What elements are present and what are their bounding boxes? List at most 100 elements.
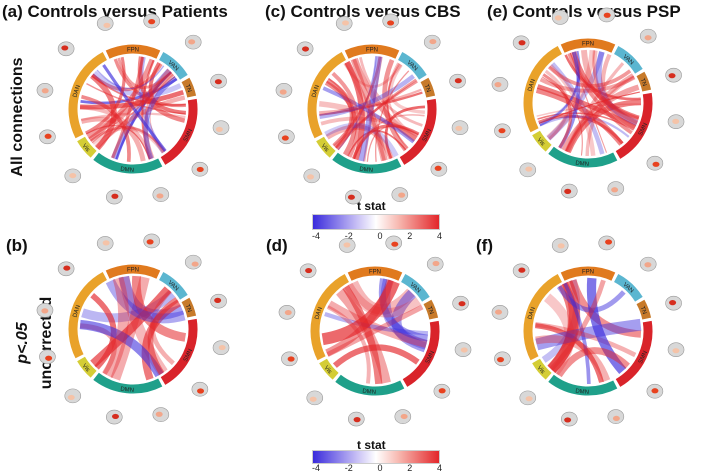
brain-activation-icon [644, 262, 652, 268]
network-label-tn: TN [426, 306, 434, 316]
network-label-dmn: DMN [362, 389, 376, 396]
network-label-fpn: FPN [366, 48, 378, 54]
connection-chord [389, 63, 426, 114]
brain-activation-icon [612, 415, 620, 422]
network-arc-dmn [548, 146, 618, 168]
network-label-dmn: DMN [120, 387, 134, 394]
panel-b-label: (b) [6, 236, 28, 255]
brain-activation-icon [603, 12, 611, 18]
connection-chord [149, 73, 174, 153]
network-label-tn: TN [639, 306, 647, 316]
connection-chord [137, 56, 186, 123]
connection-chord [144, 68, 170, 159]
colorbar-tick: 4 [436, 231, 442, 241]
network-arc-dan [310, 274, 350, 361]
connection-chord [326, 304, 424, 357]
connection-chord [550, 62, 605, 155]
connection-chord [336, 288, 391, 384]
panel-a-title: Controls versus Patients [27, 2, 228, 21]
brain-activation-icon [309, 396, 317, 402]
network-arc-fpn [347, 266, 403, 281]
connection-chord [352, 57, 417, 143]
brain-activation-icon [460, 347, 468, 353]
network-arc-dmn [93, 152, 163, 174]
connection-chord [324, 122, 399, 158]
brain-activation-icon [102, 240, 110, 246]
connection-chord [342, 284, 383, 385]
network-label-dmn: DMN [575, 161, 589, 168]
connection-chord [327, 300, 428, 348]
network-arc-tn [181, 77, 197, 98]
network-label-vis: Vis [81, 143, 91, 153]
network-arc-dmn [93, 372, 163, 394]
network-label-dan: DAN [527, 306, 537, 320]
network-arc-dan [307, 52, 347, 139]
network-arc-vis [316, 136, 336, 158]
colorbar-bottom-ticks: -4 -2 0 2 4 [312, 463, 442, 473]
brain-activation-icon [287, 356, 295, 362]
network-label-fpn: FPN [127, 48, 139, 54]
network-label-tn: TN [639, 78, 647, 88]
brain-activation-icon [429, 38, 437, 45]
connection-chord [535, 87, 624, 146]
brain-activation-icon [196, 166, 204, 173]
brain-activation-icon [672, 118, 680, 124]
brain-activation-icon [61, 45, 69, 51]
brain-activation-icon [518, 267, 526, 273]
connection-chord [102, 276, 129, 379]
brain-activation-icon [554, 15, 562, 21]
brain-activation-icon [111, 193, 119, 199]
panel-e-label: (e) [487, 2, 508, 21]
network-label-fpn: FPN [127, 268, 139, 274]
brain-activation-icon [652, 161, 660, 167]
network-label-dan: DAN [314, 306, 324, 320]
connection-chord [147, 297, 179, 375]
network-arc-smn [402, 320, 440, 387]
network-arc-van [158, 272, 188, 300]
brain-activation-icon [432, 260, 440, 267]
brain-activation-icon [672, 348, 680, 354]
brain-activation-icon [218, 344, 226, 351]
network-label-smn: SMN [638, 350, 649, 365]
network-label-vis: Vis [536, 365, 546, 375]
brain-activation-icon [342, 20, 350, 26]
connection-chord [80, 77, 178, 105]
connection-chord [600, 53, 639, 125]
network-arc-dmn [332, 152, 402, 174]
connection-chord [359, 56, 423, 127]
panel-d-label: (d) [266, 236, 288, 255]
network-arc-van [400, 274, 430, 302]
connection-chord [132, 275, 187, 342]
connection-chord [595, 51, 639, 126]
connection-chord [90, 286, 172, 368]
brain-activation-icon [518, 40, 526, 46]
network-arc-fpn [344, 44, 400, 59]
network-arc-vis [532, 358, 552, 380]
network-arc-vis [77, 356, 97, 378]
brain-activation-icon [525, 166, 533, 172]
brain-activation-icon [343, 242, 351, 248]
connection-chord [86, 83, 186, 115]
connection-chord [546, 51, 605, 141]
connection-chord [538, 91, 640, 125]
network-arc-dmn [335, 374, 405, 396]
network-arc-dan [523, 46, 563, 133]
brain-activation-icon [215, 126, 223, 132]
connection-chord [350, 58, 388, 162]
brain-activation-icon [400, 413, 408, 420]
connection-chord [375, 70, 410, 162]
connection-chord [326, 77, 355, 151]
connection-chord [535, 322, 637, 358]
network-arc-smn [160, 98, 198, 165]
network-label-smn: SMN [425, 350, 436, 365]
network-arc-dan [68, 272, 108, 359]
brain-activation-icon [353, 417, 361, 423]
network-arc-van [613, 46, 643, 74]
network-arc-fpn [105, 44, 161, 59]
colorbar-bottom [312, 450, 440, 464]
brain-activation-icon [279, 89, 287, 95]
network-arc-smn [399, 98, 437, 165]
network-label-dmn: DMN [575, 389, 589, 396]
connection-chord [80, 112, 186, 122]
connection-chord [386, 63, 409, 149]
